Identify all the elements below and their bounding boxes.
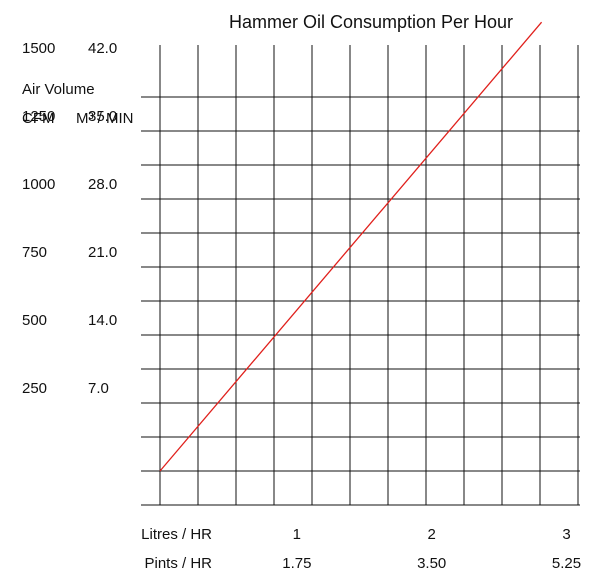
y-tick-label-cfm: 750 — [22, 244, 47, 261]
chart-title: Hammer Oil Consumption Per Hour — [229, 12, 513, 32]
y-tick-label-cfm: 250 — [22, 380, 47, 397]
y-tick-label-m3: 28.0 — [88, 176, 117, 193]
x-axis-row-label: Pints / HR — [144, 555, 212, 572]
y-tick-label-cfm: 1500 — [22, 40, 55, 57]
y-tick-label-cfm: 500 — [22, 312, 47, 329]
series-line — [159, 21, 543, 472]
y-axis-unit-cfm: CFM — [22, 110, 55, 127]
y-tick-label-m3: 35.0 — [88, 108, 117, 125]
y-tick-label-m3: 42.0 — [88, 40, 117, 57]
y-tick-labels: 1500 42.0 1250 35.0 1000 28.0 750 21.0 500 14.0 25… — [22, 40, 117, 397]
y-tick-label-cfm: 1000 — [22, 176, 55, 193]
y-tick-label-m3: 14.0 — [88, 312, 117, 329]
x-tick-label: 1.75 — [282, 555, 311, 572]
y-tick-label-m3: 7.0 — [88, 380, 109, 397]
x-tick-labels: Litres / HR 1 2 3 Pints / HR 1.75 3.50 5.25 — [141, 526, 581, 572]
x-tick-label: 2 — [428, 526, 436, 543]
y-axis-label: Air Volume — [22, 81, 95, 98]
y-tick-label-cfm: 1250 — [22, 108, 55, 125]
y-tick-label-m3: 21.0 — [88, 244, 117, 261]
grid-lines — [141, 45, 580, 506]
x-tick-label: 3 — [562, 526, 570, 543]
x-tick-label: 5.25 — [552, 555, 581, 572]
x-tick-label: 1 — [293, 526, 301, 543]
y-axis-unit-m3: M³ / MIN — [76, 110, 134, 127]
x-axis-row-label: Litres / HR — [141, 526, 212, 543]
x-tick-label: 3.50 — [417, 555, 446, 572]
series-lines — [159, 21, 543, 472]
